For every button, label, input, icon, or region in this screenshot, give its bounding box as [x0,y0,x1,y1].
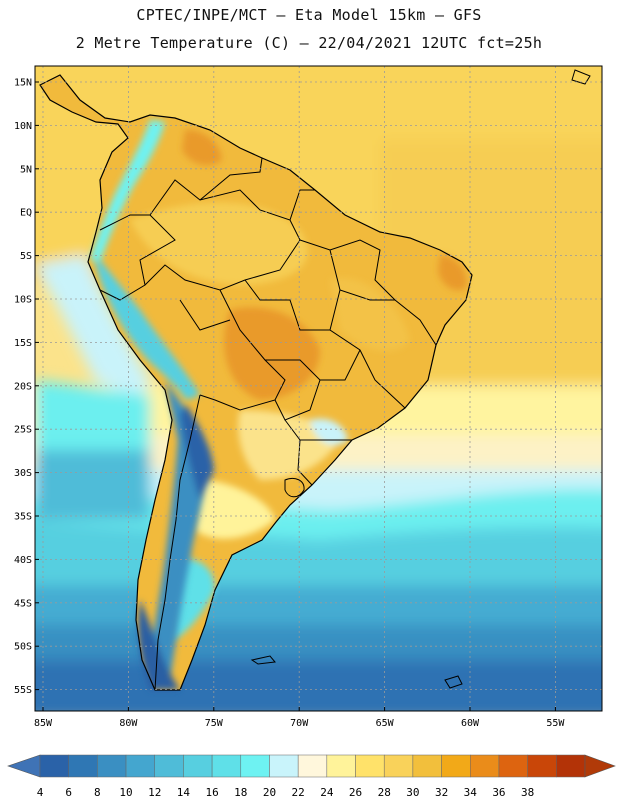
colorbar-label: 12 [148,786,161,799]
colorbar-label: 32 [435,786,448,799]
lat-tick-label: 30S [14,468,32,479]
colorbar-label: 6 [65,786,72,799]
colorbar-swatch [154,754,184,778]
colorbar-label: 4 [37,786,44,799]
colorbar-swatch [68,754,98,778]
colorbar-swatch [183,754,213,778]
temperature-field [35,66,602,711]
colorbar-label: 26 [349,786,362,799]
colorbar-swatch [211,754,242,778]
lat-tick-label: 25S [14,425,32,436]
colorbar-label: 20 [263,786,276,799]
colorbar-label: 18 [234,786,247,799]
map-title-line2: 2 Metre Temperature (C) – 22/04/2021 12U… [75,34,543,52]
colorbar-label: 22 [292,786,305,799]
lat-tick-label: 10S [14,295,32,306]
lat-tick-label: EQ [20,208,32,219]
latitude-axis: 15N 10N 5N EQ 5S 10S 15S 20S 25S 30S 35S 40S 45S 50S 5… [14,78,39,696]
lon-tick-label: 75W [205,718,224,729]
colorbar-swatch [556,754,586,778]
colorbar-high-arrow [584,754,616,778]
colorbar-low-arrow [7,754,41,778]
colorbar-label: 16 [205,786,218,799]
lon-tick-label: 55W [546,718,565,729]
longitude-axis: 85W80W75W70W65W60W55W50W45W40W35W30W25W2… [34,707,565,729]
lon-tick-label: 80W [119,718,138,729]
colorbar-label: 8 [94,786,101,799]
colorbar-swatch [412,754,442,778]
colorbar-label: 34 [464,786,478,799]
lat-tick-label: 35S [14,512,32,523]
map-frame [34,65,603,712]
colorbar-label: 28 [378,786,391,799]
lat-tick-label: 20S [14,381,32,392]
lat-tick-label: 50S [14,642,32,653]
lon-tick-label: 70W [290,718,309,729]
coastlines-borders [39,69,591,691]
colorbar-label: 10 [119,786,132,799]
colorbar-swatch [326,754,356,778]
colorbar-swatch [125,754,155,778]
lat-tick-label: 45S [14,598,32,609]
lon-tick-label: 60W [461,718,480,729]
colorbar-swatch [97,754,127,778]
temperature-map: 15N 10N 5N EQ 5S 10S 15S 20S 25S 30S 35S 40S 45S 50S 5… [14,65,603,729]
colorbar-swatch [297,754,328,778]
lat-tick-label: 40S [14,555,32,566]
colorbar-swatch [383,754,414,778]
lat-tick-label: 5S [20,251,32,262]
colorbar-swatch [269,754,299,778]
colorbar-swatch [355,754,385,778]
colorbar-swatch [527,754,557,778]
lat-tick-label: 5N [20,164,32,175]
continent-field [40,75,472,690]
lon-tick-label: 85W [34,718,53,729]
lat-tick-label: 55S [14,685,32,696]
lon-tick-label: 65W [376,718,395,729]
colorbar-swatch [39,754,69,778]
lat-tick-label: 10N [14,121,32,132]
colorbar-label: 24 [320,786,334,799]
colorbar-swatch [470,754,500,778]
colorbar-swatch [441,754,471,778]
colorbar-swatch [498,754,528,778]
map-title-line1: CPTEC/INPE/MCT – Eta Model 15km – GFS [136,6,482,24]
andes-cold-ridge [90,120,214,690]
colorbar-label: 36 [492,786,505,799]
lat-tick-label: 15S [14,338,32,349]
lat-tick-label: 15N [14,78,32,89]
colorbar-label: 30 [406,786,419,799]
colorbar-swatch [240,754,270,778]
colorbar-label: 38 [521,786,534,799]
colorbar-label: 14 [177,786,191,799]
